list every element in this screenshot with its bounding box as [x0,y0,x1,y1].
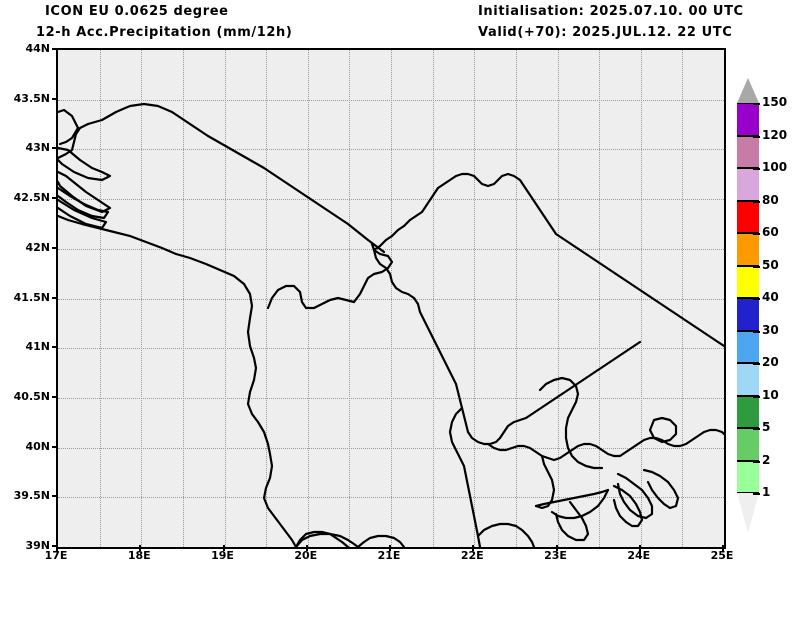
longitude-tick-label: 17E [44,549,68,562]
latitude-tick-mark [52,395,58,398]
latitude-tick-label: 43.5N [13,91,50,105]
map-canvas [58,50,724,547]
longitude-tick-label: 20E [294,549,318,562]
colorbar-segment[interactable] [737,265,759,298]
colorbar-tick-mark [753,265,760,268]
latitude-tick-mark [52,147,58,150]
latitude-tick-mark [52,495,58,498]
colorbar-segment[interactable] [737,168,759,201]
colorbar-over-arrow [737,78,759,103]
colorbar-tick-mark [753,363,760,365]
colorbar-tick-label: 80 [762,192,779,207]
gridline-horizontal [58,348,724,350]
gridline-horizontal [58,248,724,251]
colorbar-tick-label: 60 [762,225,779,239]
model-title: ICON EU 0.0625 degree [45,4,229,19]
colorbar-tick-mark [753,460,760,463]
colorbar-tick-mark [753,395,760,398]
longitude-tick-mark [305,545,308,551]
latitude-tick-mark [52,246,58,249]
colorbar-tick-label: 40 [762,290,779,304]
latitude-tick-label: 44N [25,42,50,55]
longitude-tick-mark [56,545,58,551]
longitude-tick-label: 22E [460,549,484,562]
longitude-tick-label: 19E [211,549,234,562]
map-plot-area[interactable] [56,48,726,549]
gridline-horizontal [58,397,724,400]
colorbar-tick-label: 20 [762,355,779,369]
colorbar-tick-mark [753,168,760,170]
latitude-tick-mark [52,197,58,200]
longitude-tick-mark [555,545,558,551]
colorbar-tick-label: 5 [762,420,771,434]
colorbar-tick-label: 50 [762,257,779,272]
colorbar-segment[interactable] [737,428,759,461]
longitude-tick-mark [139,545,142,551]
gridline-horizontal [58,497,724,499]
colorbar-segment[interactable] [737,233,759,266]
latitude-tick-label: 39N [25,539,50,552]
colorbar-segment[interactable] [737,395,759,428]
latitude-tick-mark [52,296,58,299]
initialisation-time: Initialisation: 2025.07.10. 00 UTC [478,4,744,19]
latitude-tick-label: 41.5N [13,290,50,304]
colorbar-tick-label: 2 [762,452,771,467]
gridline-horizontal [58,199,724,201]
latitude-tick-label: 41N [25,340,50,354]
latitude-tick-mark [52,346,58,349]
latitude-tick-label: 43N [25,141,50,155]
longitude-tick-label: 18E [127,549,151,562]
latitude-tick-label: 40N [25,439,50,453]
gridline-horizontal [58,99,724,102]
latitude-tick-mark [52,48,58,50]
latitude-tick-mark [52,97,58,100]
colorbar-segment[interactable] [737,103,759,136]
gridline-horizontal [58,149,724,151]
longitude-tick-label: 24E [627,549,651,562]
latitude-tick-label: 39.5N [13,489,50,503]
colorbar[interactable] [737,103,759,493]
colorbar-tick-label: 150 [762,95,788,109]
colorbar-tick-mark [753,493,760,495]
gridline-horizontal [58,298,724,301]
colorbar-tick-mark [753,103,760,105]
colorbar-segment[interactable] [737,363,759,396]
parameter-title: 12-h Acc.Precipitation (mm/12h) [36,25,293,40]
colorbar-tick-mark [753,298,760,300]
longitude-tick-label: 23E [544,549,567,562]
colorbar-tick-label: 120 [762,127,788,142]
latitude-tick-label: 42N [25,240,50,254]
colorbar-tick-mark [753,330,760,333]
latitude-tick-label: 40.5N [13,389,50,403]
longitude-tick-mark [472,545,475,551]
colorbar-tick-mark [753,233,760,235]
colorbar-segment[interactable] [737,135,759,168]
gridline-horizontal [58,447,724,450]
valid-time: Valid(+70): 2025.JUL.12. 22 UTC [478,25,733,40]
colorbar-tick-mark [753,428,760,430]
latitude-tick-mark [52,545,58,547]
colorbar-segment[interactable] [737,298,759,331]
colorbar-tick-label: 100 [762,160,788,174]
colorbar-under-arrow [737,493,759,533]
colorbar-segment[interactable] [737,200,759,233]
latitude-tick-label: 42.5N [13,191,50,205]
colorbar-segment[interactable] [737,460,759,493]
longitude-tick-mark [222,545,225,551]
longitude-tick-label: 25E [710,549,734,562]
colorbar-tick-label: 30 [762,322,779,337]
longitude-tick-mark [722,545,724,551]
colorbar-tick-mark [753,135,760,138]
colorbar-tick-mark [753,200,760,203]
latitude-tick-mark [52,445,58,448]
coastline-and-borders [58,102,724,547]
longitude-tick-mark [638,545,641,551]
colorbar-tick-label: 10 [762,387,779,402]
longitude-tick-label: 21E [377,549,401,562]
colorbar-tick-label: 1 [762,485,771,499]
longitude-tick-mark [389,545,391,551]
colorbar-segment[interactable] [737,330,759,363]
